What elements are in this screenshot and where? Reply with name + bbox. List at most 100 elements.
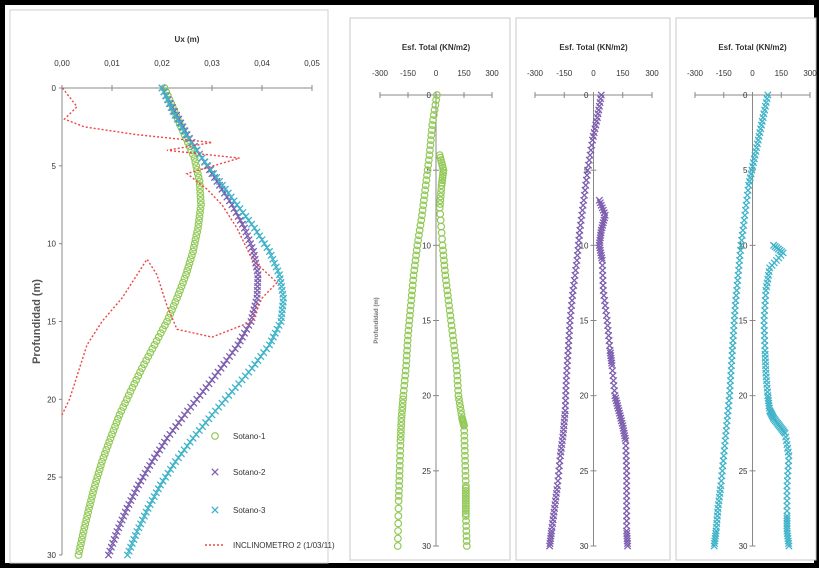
data-point: [195, 216, 203, 225]
x-tick-label: -150: [716, 69, 733, 78]
data-point: [91, 481, 99, 489]
data-point: [138, 516, 147, 524]
y-tick-label: 30: [739, 542, 748, 551]
series-sotano3-0: [710, 91, 772, 550]
legend-label: INCLINOMETRO 2 (1/03/11): [233, 541, 335, 550]
data-point: [236, 216, 244, 224]
data-point: [598, 254, 606, 262]
data-point: [403, 346, 411, 355]
data-point: [460, 426, 469, 435]
data-point: [194, 173, 203, 182]
data-point: [158, 84, 166, 92]
data-point: [262, 345, 271, 353]
data-point: [461, 504, 470, 513]
data-point: [136, 368, 144, 376]
data-point: [231, 345, 239, 353]
data-point: [196, 193, 205, 201]
data-point: [87, 496, 95, 505]
data-point: [461, 486, 470, 495]
data-point: [117, 407, 126, 415]
data-point: [430, 106, 439, 114]
x-tick-label: -150: [556, 69, 573, 78]
data-point: [404, 331, 412, 340]
data-point: [210, 169, 218, 178]
data-point: [461, 466, 470, 475]
data-point: [461, 481, 470, 490]
data-point: [273, 325, 281, 333]
data-point: [112, 418, 121, 427]
data-point: [455, 399, 464, 408]
data-point: [215, 177, 224, 186]
data-point: [412, 246, 421, 255]
x-tick-label: 150: [457, 69, 471, 78]
data-point: [442, 276, 450, 285]
y-tick-label: 30: [422, 542, 431, 551]
series-line: [61, 87, 278, 416]
panel-sotano1: Esf. Total (KN/m2) -300 -150 0 150 300 0 5 10 15 2…: [372, 43, 499, 551]
x-tick-label: -150: [400, 69, 417, 78]
data-point: [193, 165, 201, 174]
data-point: [106, 547, 114, 555]
data-point: [396, 451, 404, 460]
x-tick-label: 0,02: [154, 59, 170, 68]
data-point: [401, 371, 410, 380]
data-point: [421, 181, 430, 190]
data-point: [127, 543, 135, 551]
data-point: [195, 212, 204, 221]
data-point: [115, 524, 123, 532]
data-point: [190, 154, 199, 162]
data-point: [449, 336, 458, 345]
data-point: [196, 189, 205, 197]
series-sotano2-1: [595, 196, 632, 550]
data-point: [189, 434, 197, 442]
data-point: [166, 465, 175, 474]
data-point: [139, 473, 147, 481]
data-point: [431, 101, 440, 109]
data-point: [150, 492, 158, 501]
data-point: [106, 434, 115, 443]
data-point: [227, 193, 235, 201]
x-tick-label: 150: [775, 69, 789, 78]
data-point: [148, 496, 156, 505]
data-point: [461, 497, 470, 505]
data-point: [421, 186, 430, 195]
data-point: [179, 278, 187, 287]
data-point: [236, 337, 244, 345]
data-point: [397, 425, 405, 434]
data-point: [125, 500, 133, 509]
data-point: [396, 456, 404, 465]
data-point: [426, 146, 434, 155]
series-sotano-3: [123, 84, 288, 559]
data-point: [270, 259, 279, 267]
data-point: [399, 395, 407, 404]
data-point: [399, 386, 408, 395]
y-tick-label: 25: [47, 473, 56, 482]
data-point: [156, 481, 165, 489]
data-point: [426, 136, 435, 145]
data-point: [461, 471, 470, 480]
data-point: [94, 469, 103, 478]
data-point: [461, 509, 470, 518]
data-point: [186, 438, 194, 446]
data-point: [400, 376, 409, 385]
data-point: [438, 176, 447, 185]
x-tick-label: 0: [434, 69, 439, 78]
data-point: [183, 267, 192, 275]
data-point: [146, 461, 154, 470]
data-point: [248, 243, 256, 252]
data-point: [263, 243, 271, 252]
data-point: [253, 228, 261, 236]
data-point: [218, 181, 227, 189]
data-point: [453, 381, 462, 390]
data-point: [135, 524, 143, 532]
y-axis-label: Profundidad (m): [374, 297, 380, 343]
data-point: [85, 504, 93, 513]
data-point: [165, 99, 173, 108]
data-point: [99, 453, 108, 462]
data-point: [269, 255, 277, 263]
data-point: [109, 539, 117, 547]
data-point: [396, 446, 405, 455]
data-point: [239, 208, 247, 217]
legend-swatch: [211, 506, 219, 514]
data-point: [160, 438, 169, 446]
